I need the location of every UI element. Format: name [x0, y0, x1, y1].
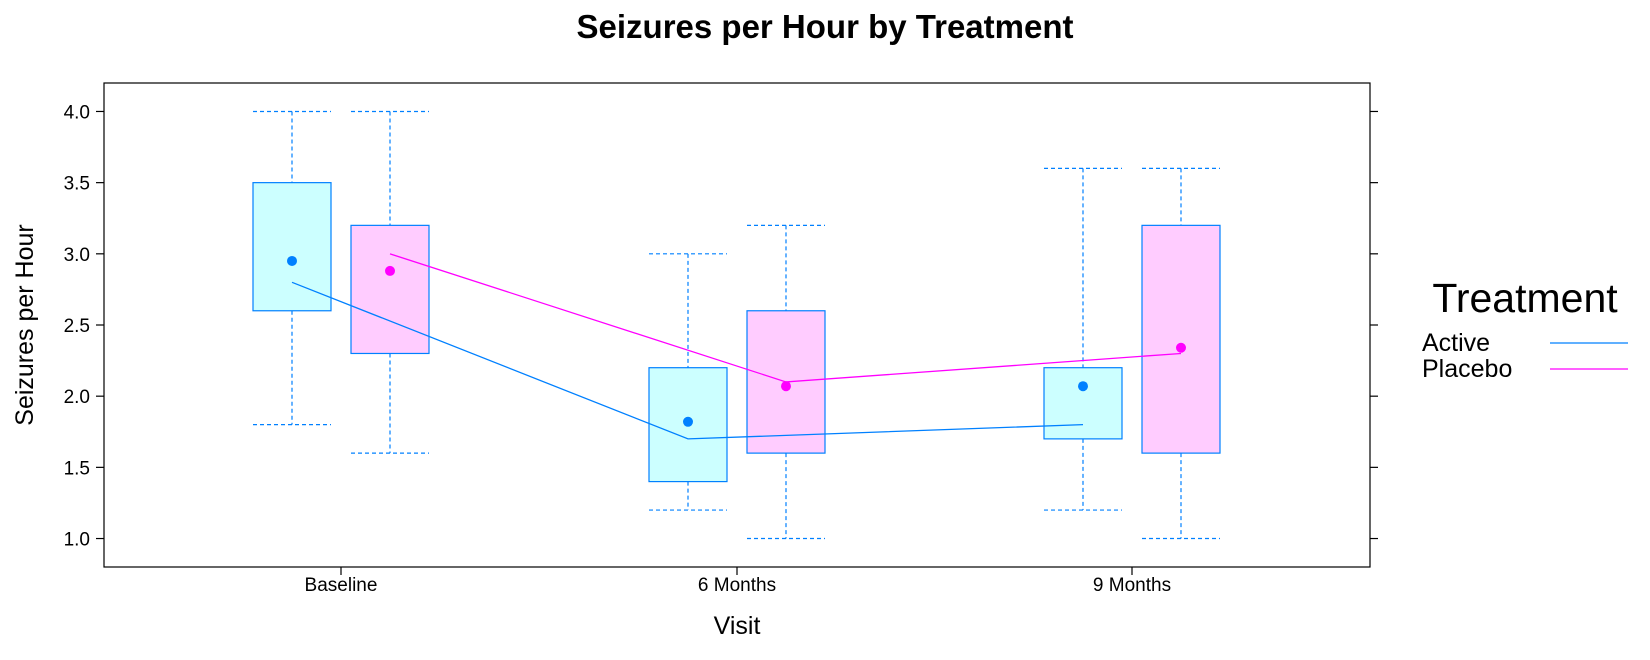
placebo-box-3 — [1141, 167, 1221, 540]
legend-label-active: Active — [1422, 329, 1490, 357]
y-tick-label: 3.5 — [64, 174, 90, 195]
y-tick-label: 1.5 — [64, 458, 90, 479]
active-mean-line — [291, 281, 1084, 440]
plot-marks: 1.0 1.5 2.0 2.5 3.0 3.5 4.0 Baseline 6 Months 9 M… — [64, 102, 1378, 596]
y-tick-label: 1.0 — [64, 530, 90, 551]
y-tick-label: 2.0 — [64, 387, 90, 408]
median-dot — [385, 265, 395, 276]
iqr-box — [350, 224, 430, 355]
legend-title: Treatment — [1432, 275, 1618, 321]
x-axis-title: Visit — [714, 612, 761, 640]
median-dot — [287, 255, 297, 266]
active-box-1 — [252, 110, 332, 426]
iqr-box — [1043, 367, 1123, 440]
median-dot — [1176, 342, 1186, 353]
y-tick-label: 4.0 — [64, 102, 90, 123]
y-axis-title: Seizures per Hour — [11, 224, 39, 425]
active-box-2 — [648, 253, 728, 511]
median-dot — [683, 416, 693, 427]
y-tick-label: 3.0 — [64, 245, 90, 266]
iqr-box — [1141, 224, 1221, 454]
median-dot — [781, 381, 791, 392]
iqr-box — [252, 182, 332, 312]
placebo-box-1 — [350, 110, 430, 454]
median-dot — [1078, 381, 1088, 392]
placebo-mean-line — [389, 253, 1182, 383]
legend-label-placebo: Placebo — [1422, 355, 1512, 383]
x-tick-label: Baseline — [305, 575, 378, 596]
chart-title: Seizures per Hour by Treatment — [577, 8, 1074, 45]
y-tick-label: 2.5 — [64, 316, 90, 337]
active-box-3 — [1043, 167, 1123, 511]
x-tick-label: 9 Months — [1093, 575, 1171, 596]
x-tick-label: 6 Months — [698, 575, 776, 596]
